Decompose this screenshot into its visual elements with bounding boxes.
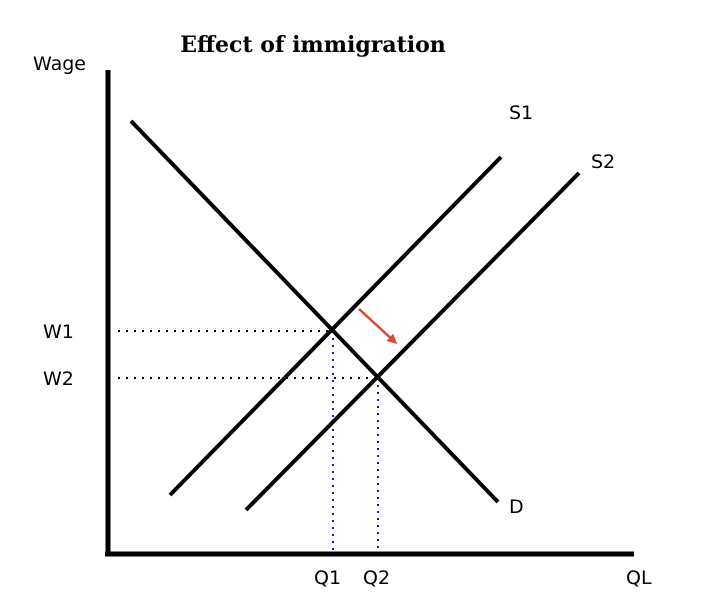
x-axis-label: QL <box>626 567 652 589</box>
demand-curve <box>129 119 500 504</box>
w1-label: W1 <box>43 321 74 343</box>
q2-label: Q2 <box>363 567 390 589</box>
supply-curve-s1 <box>168 155 503 497</box>
w2-label: W2 <box>43 368 74 390</box>
d-label: D <box>509 496 524 518</box>
supply-shift-arrow <box>358 308 398 345</box>
s2-label: S2 <box>591 151 615 173</box>
q1-label: Q1 <box>314 567 341 589</box>
supply-curve-s2 <box>244 171 581 512</box>
y-axis-label: Wage <box>33 53 86 75</box>
diagram-title: Effect of immigration <box>180 32 446 58</box>
s1-label: S1 <box>509 102 533 124</box>
